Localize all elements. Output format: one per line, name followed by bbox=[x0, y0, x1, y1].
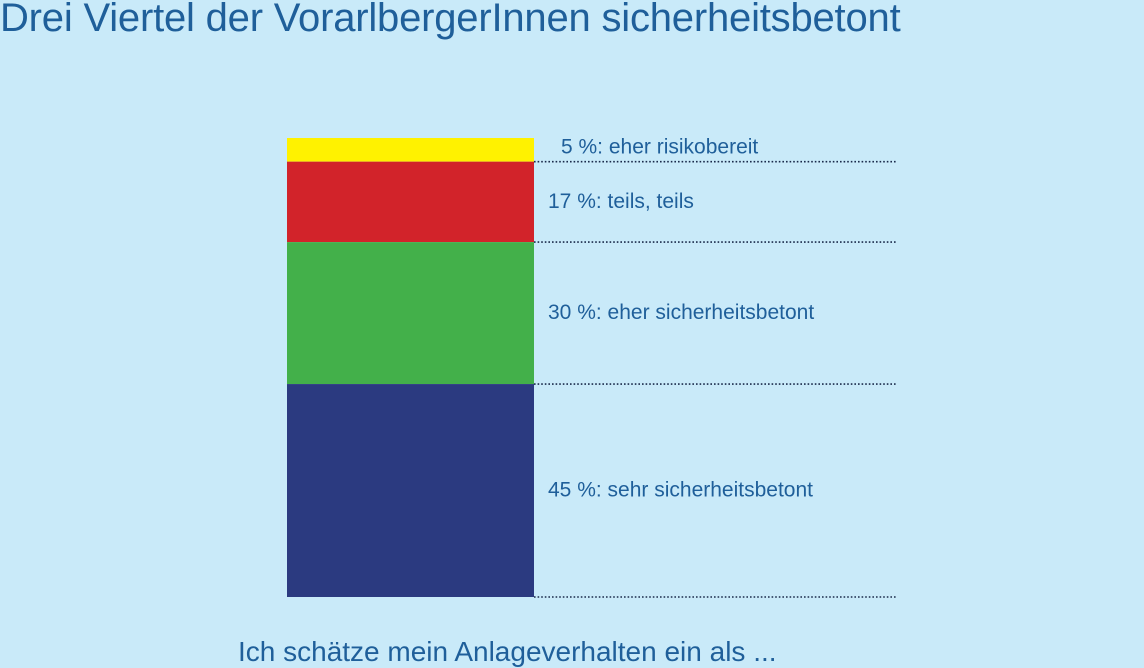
segment-label: 5 %: eher risikobereit bbox=[561, 136, 758, 159]
bar-segment-4 bbox=[287, 384, 534, 597]
chart-title: Drei Viertel der VorarlbergerInnen siche… bbox=[0, 0, 901, 40]
bar-segment-1 bbox=[287, 138, 534, 162]
segment-label: 17 %: teils, teils bbox=[548, 190, 694, 213]
bar-segment-2 bbox=[287, 161, 534, 243]
bar-segment-3 bbox=[287, 242, 534, 385]
segment-label: 30 %: eher sicherheitsbetont bbox=[548, 301, 814, 324]
chart-x-axis-label: Ich schätze mein Anlageverhalten ein als… bbox=[238, 636, 777, 667]
segment-label: 45 %: sehr sicherheitsbetont bbox=[548, 479, 813, 502]
